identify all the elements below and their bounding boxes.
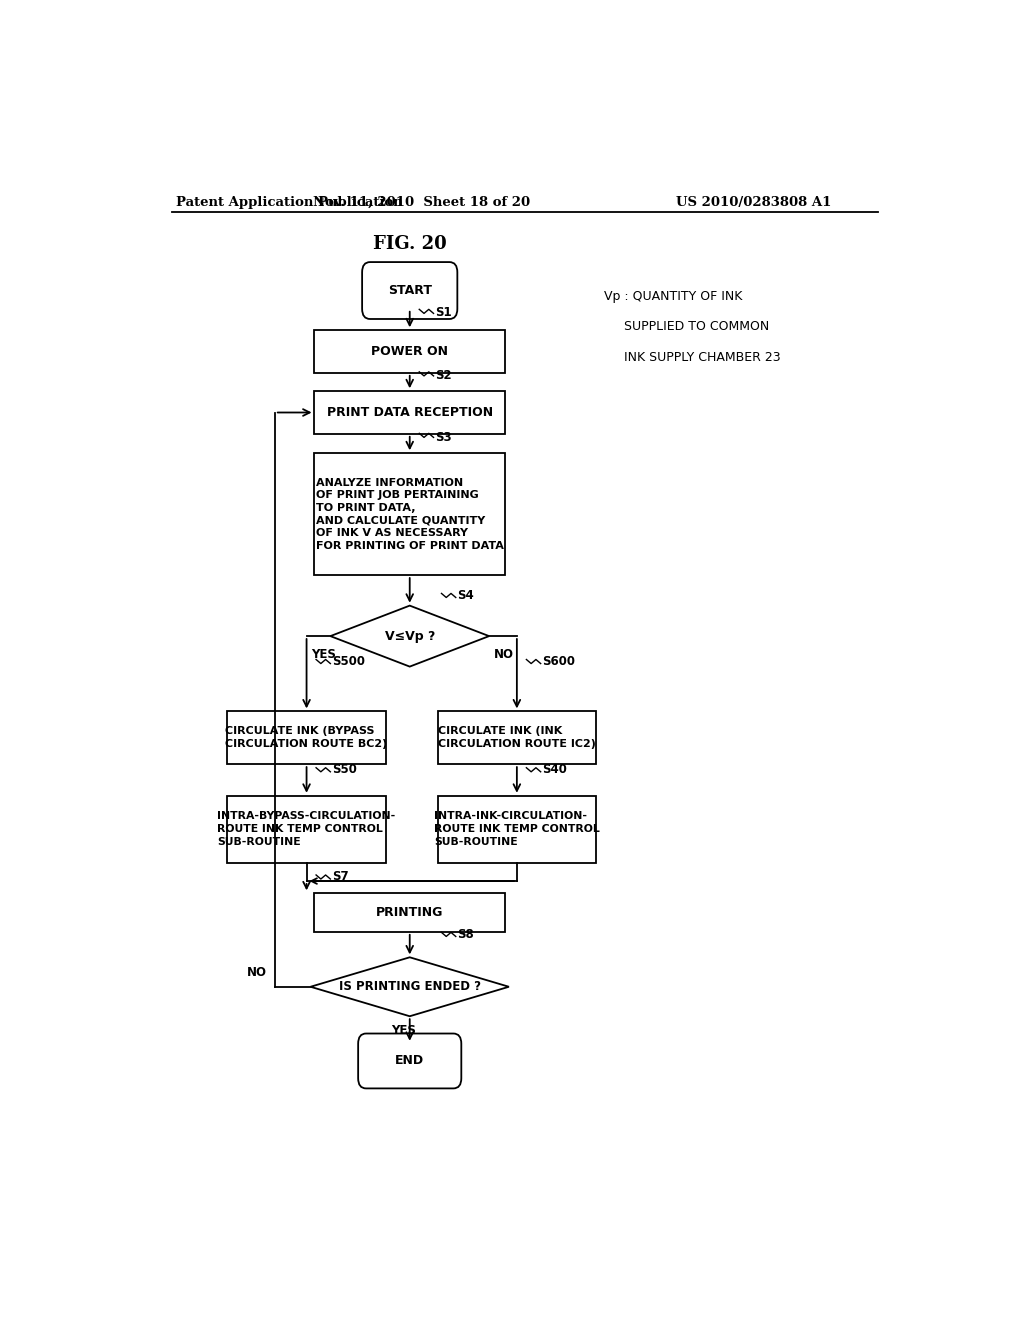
Bar [437, 711, 596, 764]
Bar [314, 453, 505, 576]
Text: ANALYZE INFORMATION
OF PRINT JOB PERTAINING
TO PRINT DATA,
AND CALCULATE QUANTIT: ANALYZE INFORMATION OF PRINT JOB PERTAIN… [315, 478, 504, 550]
Text: FIG. 20: FIG. 20 [373, 235, 446, 252]
Text: CIRCULATE INK (INK
CIRCULATION ROUTE IC2): CIRCULATE INK (INK CIRCULATION ROUTE IC2… [438, 726, 596, 750]
Text: US 2010/0283808 A1: US 2010/0283808 A1 [676, 195, 830, 209]
FancyBboxPatch shape [362, 263, 458, 319]
Text: Patent Application Publication: Patent Application Publication [176, 195, 402, 209]
Text: NO: NO [247, 966, 267, 978]
Text: Vp : QUANTITY OF INK: Vp : QUANTITY OF INK [604, 289, 742, 302]
Text: NO: NO [494, 648, 514, 661]
Text: S40: S40 [543, 763, 567, 776]
Text: S4: S4 [458, 589, 474, 602]
Bar [227, 711, 386, 764]
Text: END: END [395, 1055, 424, 1068]
Text: S1: S1 [435, 306, 452, 319]
Text: YES: YES [391, 1024, 416, 1038]
Bar [314, 894, 505, 932]
Text: S7: S7 [332, 870, 348, 883]
Text: S8: S8 [458, 928, 474, 941]
Text: START: START [388, 284, 432, 297]
Text: INK SUPPLY CHAMBER 23: INK SUPPLY CHAMBER 23 [604, 351, 780, 364]
Bar [437, 796, 596, 863]
Text: IS PRINTING ENDED ?: IS PRINTING ENDED ? [339, 981, 480, 993]
Bar [314, 391, 505, 434]
Polygon shape [331, 606, 489, 667]
FancyBboxPatch shape [358, 1034, 461, 1089]
Text: S50: S50 [332, 763, 356, 776]
Text: INTRA-INK-CIRCULATION-
ROUTE INK TEMP CONTROL
SUB-ROUTINE: INTRA-INK-CIRCULATION- ROUTE INK TEMP CO… [434, 812, 600, 847]
Text: INTRA-BYPASS-CIRCULATION-
ROUTE INK TEMP CONTROL
SUB-ROUTINE: INTRA-BYPASS-CIRCULATION- ROUTE INK TEMP… [217, 812, 395, 847]
Bar [314, 330, 505, 372]
Text: CIRCULATE INK (BYPASS
CIRCULATION ROUTE BC2): CIRCULATE INK (BYPASS CIRCULATION ROUTE … [225, 726, 388, 750]
Text: S3: S3 [435, 430, 452, 444]
Text: PRINTING: PRINTING [376, 906, 443, 919]
Text: V≤Vp ?: V≤Vp ? [385, 630, 435, 643]
Bar [227, 796, 386, 863]
Text: YES: YES [311, 648, 336, 661]
Text: PRINT DATA RECEPTION: PRINT DATA RECEPTION [327, 407, 493, 418]
Polygon shape [310, 957, 509, 1016]
Text: S2: S2 [435, 370, 452, 381]
Text: S600: S600 [543, 655, 575, 668]
Text: Nov. 11, 2010  Sheet 18 of 20: Nov. 11, 2010 Sheet 18 of 20 [313, 195, 530, 209]
Text: POWER ON: POWER ON [372, 345, 449, 358]
Text: S500: S500 [332, 655, 365, 668]
Text: SUPPLIED TO COMMON: SUPPLIED TO COMMON [604, 321, 769, 333]
